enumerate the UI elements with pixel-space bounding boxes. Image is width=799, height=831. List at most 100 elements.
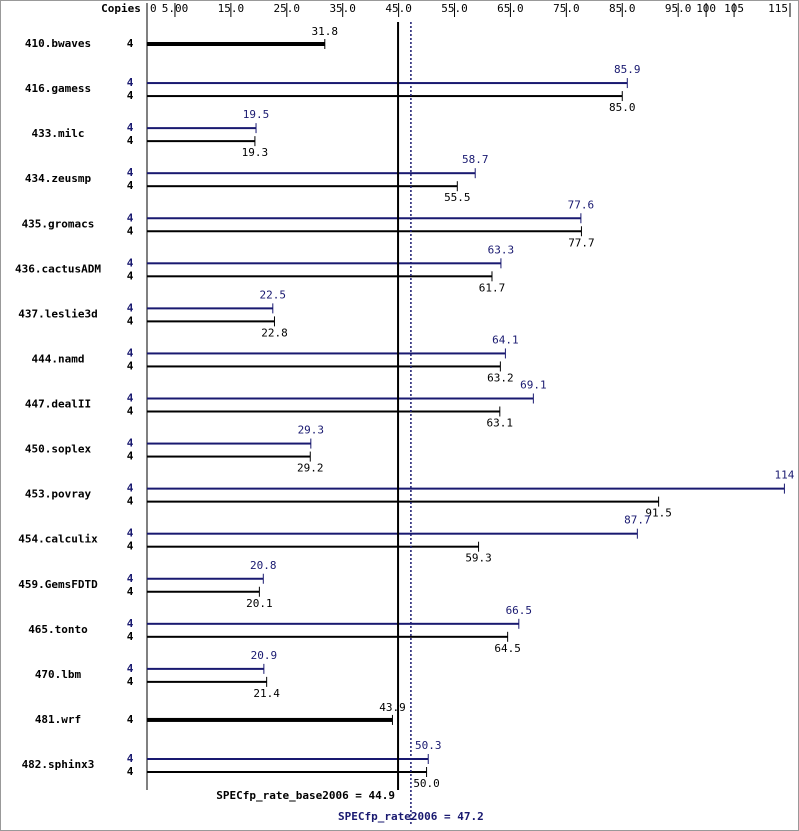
copies-label: 4 [127, 752, 134, 765]
value-label: 61.7 [479, 281, 506, 294]
bar [147, 352, 506, 355]
reference-label: SPECfp_rate2006 = 47.2 [338, 810, 484, 823]
bar [147, 717, 393, 722]
value-label: 19.5 [243, 108, 270, 121]
bar [147, 127, 257, 130]
value-label: 77.7 [568, 236, 595, 249]
copies-label: 4 [127, 713, 134, 726]
copies-label: 4 [127, 166, 134, 179]
copies-label: 4 [127, 630, 134, 643]
value-label: 29.2 [297, 462, 324, 475]
copies-header: Copies [101, 2, 141, 15]
copies-label: 4 [127, 89, 134, 102]
benchmark-label: 434.zeusmp [25, 172, 92, 185]
value-label: 20.1 [246, 597, 273, 610]
value-label: 91.5 [645, 507, 672, 520]
bar [147, 397, 534, 400]
copies-label: 4 [127, 134, 134, 147]
bar [147, 185, 458, 188]
value-label: 22.8 [261, 326, 288, 339]
copies-label: 4 [127, 765, 134, 778]
bar [147, 172, 476, 175]
x-tick-label: 115 [768, 2, 788, 15]
bar [147, 307, 273, 310]
copies-label: 4 [127, 527, 134, 540]
bar [147, 275, 492, 278]
reference-label: SPECfp_rate_base2006 = 44.9 [216, 789, 395, 802]
value-label: 63.3 [488, 243, 515, 256]
copies-label: 4 [127, 314, 134, 327]
value-label: 31.8 [312, 25, 339, 38]
copies-label: 4 [127, 617, 134, 630]
copies-label: 4 [127, 37, 134, 50]
bar [147, 442, 311, 445]
bar [147, 455, 311, 458]
benchmark-label: 454.calculix [18, 533, 98, 546]
copies-label: 4 [127, 211, 134, 224]
bar [147, 635, 508, 638]
value-label: 69.1 [520, 379, 547, 392]
bar [147, 590, 260, 593]
copies-label: 4 [127, 482, 134, 495]
benchmark-label: 433.milc [32, 127, 85, 140]
copies-label: 4 [127, 675, 134, 688]
copies-label: 4 [127, 540, 134, 553]
bar [147, 545, 479, 548]
bar [147, 262, 501, 265]
copies-label: 4 [127, 121, 134, 134]
bar [147, 771, 427, 773]
value-label: 85.9 [614, 63, 641, 76]
value-label: 20.9 [251, 649, 278, 662]
value-label: 43.9 [379, 701, 406, 714]
value-label: 63.2 [487, 371, 514, 384]
bar [147, 230, 582, 233]
copies-label: 4 [127, 392, 134, 405]
value-label: 50.0 [413, 777, 440, 790]
value-label: 85.0 [609, 101, 636, 114]
copies-label: 4 [127, 346, 134, 359]
value-label: 22.5 [260, 288, 287, 301]
benchmark-label: 437.leslie3d [18, 307, 97, 320]
bar [147, 680, 267, 683]
copies-label: 4 [127, 76, 134, 89]
x-tick-label: 0 [150, 2, 157, 15]
bar [147, 577, 264, 580]
copies-label: 4 [127, 450, 134, 463]
benchmark-label: 453.povray [25, 488, 92, 501]
copies-label: 4 [127, 269, 134, 282]
value-label: 77.6 [568, 198, 595, 211]
value-label: 55.5 [444, 191, 471, 204]
bar [147, 42, 325, 46]
bar [147, 410, 500, 413]
bar [147, 667, 264, 670]
value-label: 64.1 [492, 333, 519, 346]
benchmark-label: 459.GemsFDTD [18, 578, 98, 591]
bar [147, 758, 429, 760]
benchmark-label: 447.dealII [25, 398, 91, 411]
bar [147, 487, 785, 490]
bar [147, 365, 501, 368]
benchmark-label: 450.soplex [25, 443, 92, 456]
value-label: 114 [774, 469, 794, 482]
copies-label: 4 [127, 359, 134, 372]
value-label: 19.3 [242, 146, 269, 159]
value-label: 20.8 [250, 559, 277, 572]
bar [147, 500, 659, 503]
value-label: 63.1 [487, 417, 514, 430]
bar [147, 532, 638, 535]
value-label: 29.3 [298, 424, 325, 437]
benchmark-label: 410.bwaves [25, 37, 91, 50]
copies-label: 4 [127, 301, 134, 314]
value-label: 64.5 [494, 642, 521, 655]
bar [147, 320, 275, 323]
bar [147, 95, 623, 98]
value-label: 59.3 [465, 552, 492, 565]
copies-label: 4 [127, 585, 134, 598]
benchmark-label: 481.wrf [35, 713, 81, 726]
value-label: 21.4 [253, 687, 280, 700]
copies-label: 4 [127, 224, 134, 237]
value-label: 87.7 [624, 514, 651, 527]
copies-label: 4 [127, 256, 134, 269]
